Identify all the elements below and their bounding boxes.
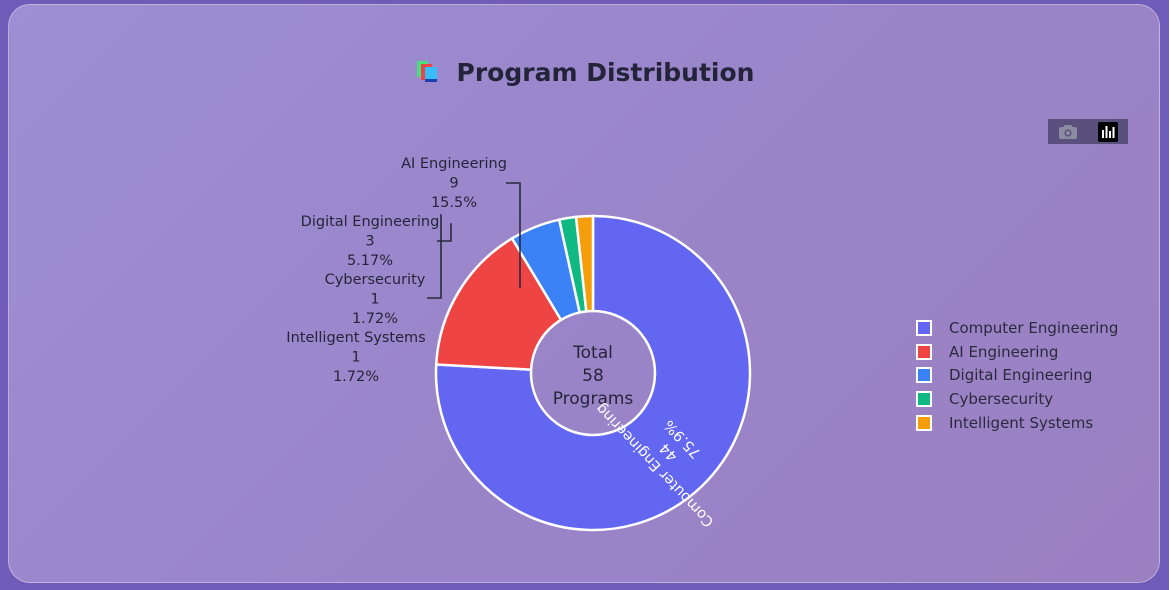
outside-slice-label: Cybersecurity (325, 272, 426, 288)
legend-swatch (916, 390, 932, 407)
camera-icon[interactable] (1057, 122, 1079, 142)
bar-chart-icon[interactable] (1097, 121, 1119, 142)
leader-line (506, 182, 521, 289)
outside-slice-label: 1 (370, 292, 379, 308)
outside-slice-label: Intelligent Systems (286, 330, 425, 346)
center-label-line: Programs (553, 389, 634, 409)
page-title: Program Distribution (0, 58, 1169, 90)
outside-slice-label: Digital Engineering (301, 214, 440, 230)
chart-legend: Computer Engineering AI Engineering Digita… (916, 316, 1118, 434)
legend-item[interactable]: Computer Engineering (916, 316, 1118, 340)
outside-slice-label: AI Engineering (401, 156, 507, 172)
legend-label: AI Engineering (949, 342, 1059, 361)
slice-ai-engineering[interactable] (434, 236, 563, 371)
legend-swatch (916, 367, 932, 384)
slice-computer-engineering[interactable] (434, 214, 752, 532)
legend-label: Computer Engineering (949, 318, 1119, 337)
legend-label: Digital Engineering (949, 366, 1093, 385)
legend-label: Intelligent Systems (949, 413, 1094, 432)
legend-item[interactable]: Cybersecurity (916, 387, 1118, 411)
outside-slice-label: 1 (351, 350, 360, 366)
center-label-line: Total (572, 343, 613, 363)
legend-label: Cybersecurity (949, 389, 1054, 408)
outside-slice-label: 5.17% (347, 253, 393, 269)
legend-item[interactable]: AI Engineering (916, 340, 1118, 364)
outside-slice-label: 15.5% (431, 195, 477, 211)
center-label-line: 58 (582, 366, 604, 386)
outside-slice-label: 9 (449, 176, 458, 192)
legend-item[interactable]: Digital Engineering (916, 363, 1118, 387)
outside-slice-label: 1.72% (352, 311, 398, 327)
legend-item[interactable]: Intelligent Systems (916, 411, 1118, 435)
outside-slice-label: 1.72% (333, 369, 379, 385)
legend-swatch (916, 343, 932, 360)
outside-slice-label: 3 (365, 234, 374, 250)
books-icon (415, 58, 443, 90)
chart-toolbar (1048, 119, 1128, 144)
title-text: Program Distribution (456, 58, 755, 87)
leader-line (427, 214, 442, 299)
legend-swatch (916, 319, 932, 336)
legend-swatch (916, 414, 932, 431)
slice-intelligent-systems[interactable] (574, 214, 595, 313)
